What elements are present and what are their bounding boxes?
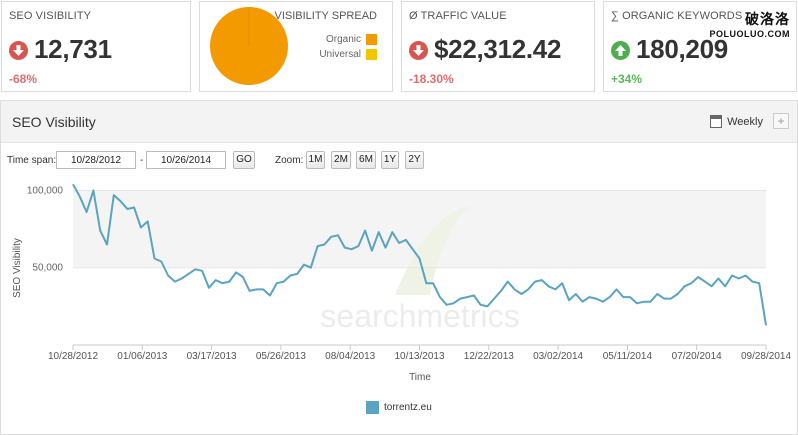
legend-universal: Universal — [319, 49, 377, 60]
kpi-title: VISIBILITY SPREAD — [274, 10, 377, 22]
chart-watermark: searchmetrics — [320, 298, 519, 334]
panel-header: SEO Visibility Weekly + — [1, 101, 797, 143]
kpi-value: 12,731 — [34, 34, 112, 64]
zoom-2y-button[interactable]: 2Y — [405, 151, 424, 169]
panel-title: SEO Visibility — [12, 114, 96, 130]
x-tick-label: 07/20/2014 — [672, 351, 722, 362]
x-tick-label: 03/17/2013 — [187, 351, 237, 362]
interval-selector[interactable]: Weekly — [710, 115, 763, 128]
zoom-6m-button[interactable]: 6M — [356, 151, 376, 169]
x-tick-label: 03/02/2014 — [533, 351, 583, 362]
arrow-down-icon — [409, 41, 428, 60]
kpi-change: -68% — [9, 72, 38, 86]
visibility-spread-pie — [210, 7, 288, 85]
x-tick-label: 08/04/2013 — [325, 351, 375, 362]
x-tick-label: 12/22/2013 — [464, 351, 514, 362]
kpi-title: Ø TRAFFIC VALUE — [409, 10, 507, 22]
x-tick-label: 10/28/2012 — [48, 351, 98, 362]
zoom-label: Zoom: — [275, 155, 304, 166]
timespan-label: Time span: — [7, 155, 57, 166]
kpi-value: 180,209 — [636, 34, 728, 64]
watermark-text: 破洛洛 — [745, 12, 790, 28]
watermark-url: POLUOLUO.COM — [709, 29, 790, 39]
seo-visibility-chart: searchmetrics 50,000 100,000 SEO Visibility… — [12, 183, 791, 383]
site-watermark: 破洛洛 POLUOLUO.COM — [710, 9, 791, 39]
zoom-2m-button[interactable]: 2M — [331, 151, 351, 169]
time-controls: Time span: - GO Zoom: 1M 2M 6M 1Y 2Y — [1, 149, 797, 173]
kpi-card-organic-keywords[interactable]: ∑ ORGANIC KEYWORDS 180,209 +34% — [603, 1, 797, 92]
kpi-card-visibility-spread[interactable]: VISIBILITY SPREAD Organic Universal — [199, 1, 393, 92]
legend-organic-swatch — [366, 34, 377, 45]
y-tick-label: 100,000 — [27, 185, 64, 196]
x-tick-label: 05/26/2013 — [256, 351, 306, 362]
arrow-down-icon — [9, 41, 28, 60]
kpi-card-traffic-value[interactable]: Ø TRAFFIC VALUE $22,312.42 -18.30% — [401, 1, 595, 92]
chart-legend[interactable]: torrentz.eu — [366, 401, 432, 414]
kpi-row: SEO VISIBILITY 12,731 -68% VISIBILITY SP… — [0, 0, 798, 95]
calendar-icon — [710, 115, 723, 128]
kpi-change: -18.30% — [409, 72, 454, 86]
x-tick-label: 09/28/2014 — [741, 351, 791, 362]
y-axis-title: SEO Visibility — [12, 238, 23, 298]
date-separator: - — [140, 155, 144, 166]
zoom-1y-button[interactable]: 1Y — [381, 151, 399, 169]
zoom-1m-button[interactable]: 1M — [306, 151, 325, 169]
legend-universal-label: Universal — [319, 49, 361, 60]
series-line — [72, 183, 767, 326]
kpi-title: SEO VISIBILITY — [9, 10, 92, 22]
go-button[interactable]: GO — [233, 151, 255, 169]
kpi-change: +34% — [611, 72, 643, 86]
start-date-input[interactable] — [56, 151, 136, 169]
x-tick-label: 01/06/2013 — [117, 351, 167, 362]
kpi-value: $22,312.42 — [434, 34, 562, 64]
end-date-input[interactable] — [146, 151, 226, 169]
y-tick-label: 50,000 — [32, 263, 63, 274]
legend-organic: Organic — [326, 34, 377, 45]
legend-swatch — [366, 401, 379, 414]
x-tick-label: 05/11/2014 — [603, 351, 653, 362]
arrow-up-icon — [611, 41, 630, 60]
watermark-swoosh — [395, 205, 470, 295]
kpi-title: ∑ ORGANIC KEYWORDS — [611, 10, 743, 22]
kpi-card-seo-visibility[interactable]: SEO VISIBILITY 12,731 -68% — [1, 1, 191, 92]
interval-label: Weekly — [727, 115, 763, 128]
x-tick-label: 10/13/2013 — [394, 351, 444, 362]
add-button[interactable]: + — [773, 113, 789, 129]
legend-series-label: torrentz.eu — [384, 402, 432, 413]
legend-universal-swatch — [366, 49, 377, 60]
x-axis-title: Time — [409, 372, 431, 383]
legend-organic-label: Organic — [325, 34, 361, 45]
